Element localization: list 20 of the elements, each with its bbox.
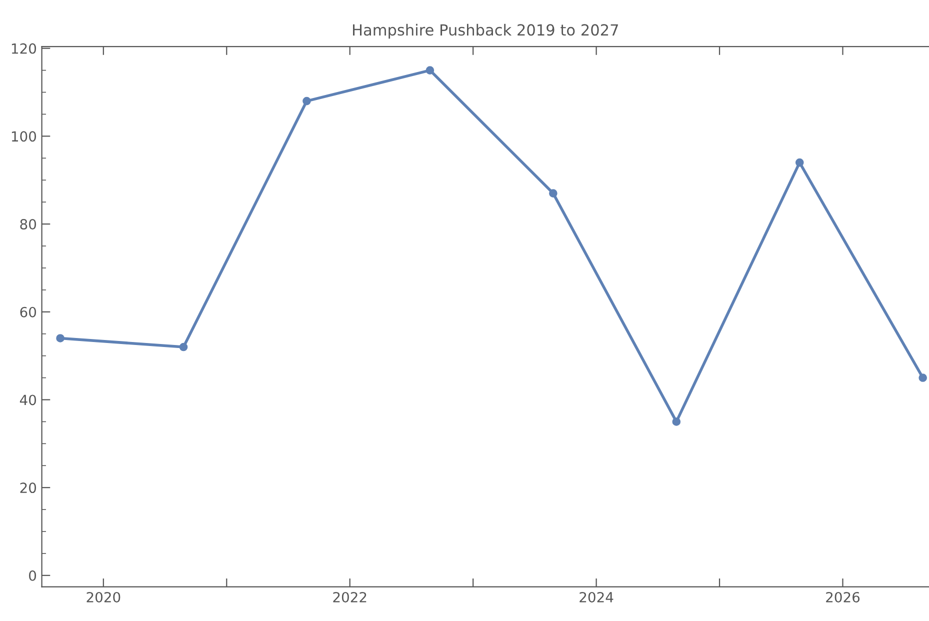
point (56, 334, 64, 342)
y-tick-label: 120 (12, 43, 36, 54)
x-tick-label: 2024 (580, 592, 614, 602)
point (179, 342, 188, 352)
point (918, 374, 928, 382)
chart-title: Hampshire Pushback 2019 to 2027 (353, 24, 618, 39)
x-tick-label: 2020 (86, 592, 120, 602)
y-tick-label: 80 (20, 219, 36, 230)
point (672, 418, 681, 426)
y-tick-label: 40 (20, 394, 36, 406)
y-tick-label: 0 (29, 570, 36, 581)
point (795, 158, 804, 167)
y-tick-label: 100 (12, 131, 36, 142)
point (426, 66, 434, 74)
point (549, 189, 558, 198)
y-tick-label: 20 (20, 482, 36, 494)
x-tick-label: 2026 (826, 592, 860, 602)
x-tick-label: 2022 (333, 592, 366, 602)
y-tick-label: 60 (20, 306, 36, 318)
point (302, 96, 311, 106)
